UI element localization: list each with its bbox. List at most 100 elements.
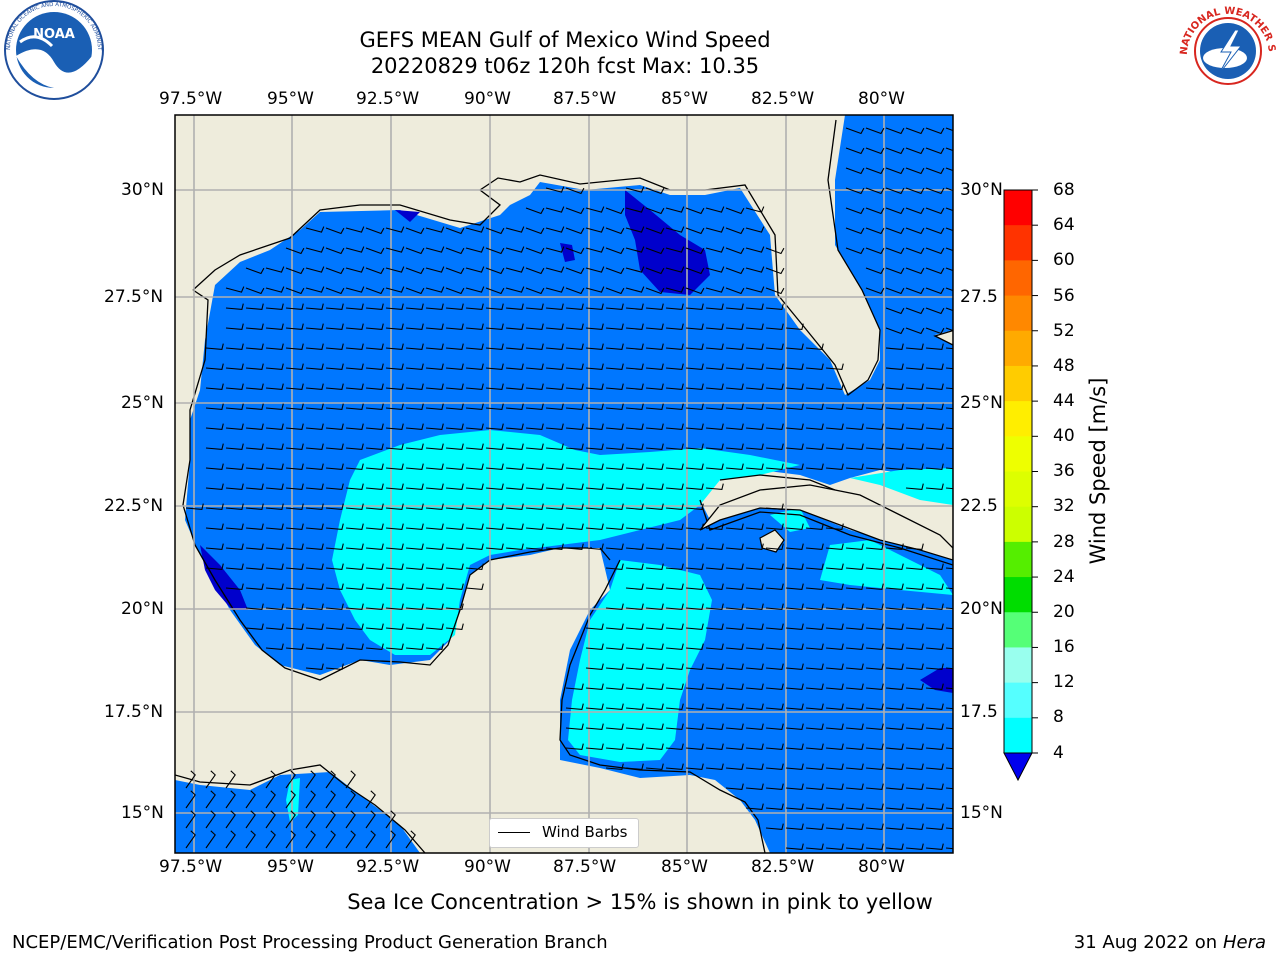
wind-barb (525, 383, 544, 390)
wind-barb (945, 667, 953, 670)
wind-barb (365, 323, 384, 330)
wind-barb (745, 443, 764, 450)
wind-barb (305, 483, 324, 490)
wind-barb (325, 503, 344, 510)
wind-barb (825, 643, 844, 650)
wind-barb (705, 583, 724, 590)
wind-barb (925, 723, 944, 730)
wind-barb (645, 343, 664, 350)
wind-barb (285, 247, 305, 255)
wind-barb (945, 467, 953, 470)
wind-barb (905, 403, 924, 410)
wind-barb (485, 403, 504, 410)
wind-barb (925, 423, 944, 430)
wind-barb (945, 187, 953, 192)
wind-barb (505, 523, 524, 530)
wind-barb (385, 383, 404, 390)
wind-barb (725, 363, 744, 370)
wind-barb (345, 303, 364, 310)
wind-barb (765, 247, 785, 255)
lon-label-top: 92.5°W (356, 89, 420, 109)
wind-barb (885, 127, 905, 135)
wind-barb (525, 267, 545, 275)
wind-barb (565, 187, 585, 195)
wind-barb (325, 663, 344, 670)
wind-barb (405, 603, 424, 610)
wind-barb (345, 543, 364, 550)
wind-barb (205, 443, 224, 450)
wind-barb (225, 503, 244, 510)
wind-barb (625, 523, 644, 530)
wind-barb (225, 830, 236, 849)
wind-barb (825, 823, 844, 830)
wind-barb (365, 443, 384, 450)
wind-barb (885, 683, 904, 690)
wind-barb (625, 323, 644, 330)
wind-barb (865, 643, 884, 650)
legend-label: Wind Barbs (542, 823, 628, 841)
wind-barb (225, 286, 245, 293)
wind-barb (305, 770, 316, 789)
wind-barb (685, 483, 704, 490)
wind-barb (725, 623, 744, 630)
wind-barb (325, 790, 336, 809)
wind-barb (625, 663, 644, 670)
wind-barb (565, 383, 584, 390)
wind-barb (405, 830, 416, 849)
lon-label-bottom: 90°W (464, 857, 511, 877)
wind-barb (625, 286, 645, 293)
colorbar-tick: 68 (1053, 180, 1075, 200)
wind-barb (285, 343, 304, 350)
wind-barb (605, 563, 624, 570)
wind-barb (845, 683, 864, 690)
wind-barb (345, 343, 364, 350)
wind-barb (825, 363, 844, 370)
wind-barb (445, 463, 464, 470)
wind-barb (405, 227, 425, 235)
wind-barb (885, 147, 905, 155)
wind-barb (485, 543, 504, 550)
wind-barb (705, 743, 724, 750)
wind-barb (185, 770, 196, 789)
wind-barb (305, 563, 324, 570)
wind-barb (365, 583, 384, 590)
wind-barb (345, 423, 364, 430)
wind-barb (625, 343, 644, 350)
wind-barb (405, 463, 424, 470)
wind-barb (805, 343, 824, 350)
wind-barb (905, 803, 924, 810)
wind-barb (785, 363, 804, 370)
wind-barb (745, 423, 764, 430)
wind-barb (885, 187, 905, 195)
wind-barb (605, 503, 624, 510)
wind-barb (425, 423, 444, 430)
wind-barb (625, 743, 644, 750)
colorbar-tick: 48 (1053, 356, 1075, 376)
lat-label-right: 27.5 (960, 287, 998, 307)
wind-barb (765, 303, 784, 310)
wind-barb (805, 383, 824, 390)
wind-barb (945, 407, 953, 410)
wind-barb (565, 403, 584, 410)
wind-barb (945, 307, 953, 312)
wind-barb (205, 830, 216, 849)
wind-barb (805, 563, 824, 570)
wind-barb (585, 723, 604, 730)
wind-barb (865, 167, 885, 175)
wind-barb (625, 503, 644, 510)
colorbar-tick: 36 (1053, 461, 1075, 481)
wind-barb (465, 503, 484, 510)
wind-barb (345, 583, 364, 590)
wind-barb (245, 810, 256, 829)
wind-barb (305, 226, 325, 233)
wind-barb (365, 287, 385, 295)
wind-barb (465, 463, 484, 470)
wind-barb (885, 267, 905, 275)
wind-barb (485, 523, 504, 530)
wind-barb (925, 803, 944, 810)
wind-barb (885, 543, 904, 550)
wind-barb (725, 303, 744, 310)
wind-barb (805, 603, 824, 610)
wind-barb (905, 287, 925, 295)
wind-barb (725, 663, 744, 670)
